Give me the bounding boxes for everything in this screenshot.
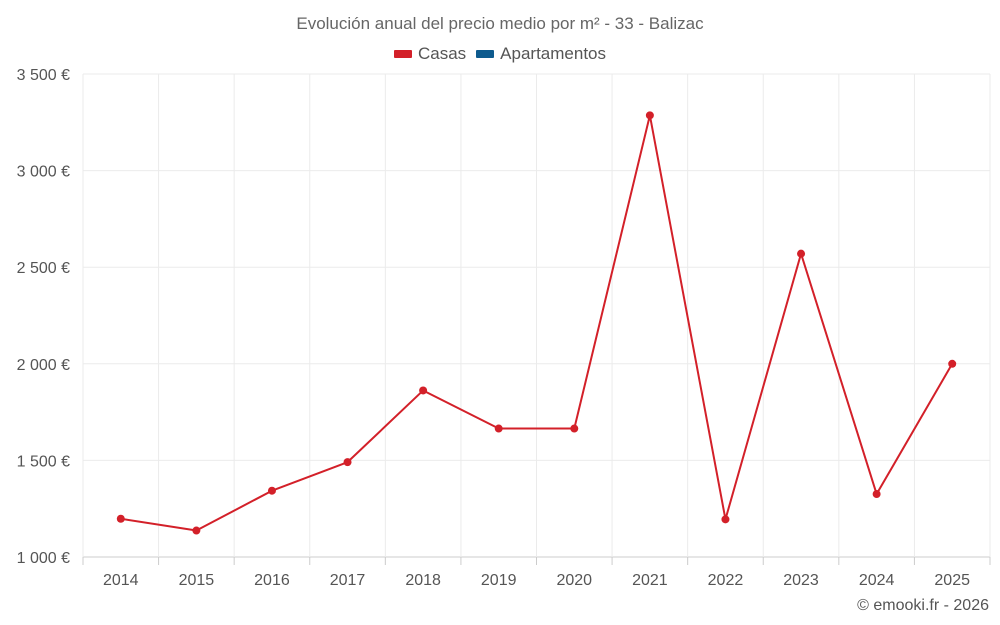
data-point [267, 486, 276, 495]
legend-label-apartamentos: Apartamentos [500, 44, 607, 63]
data-point [721, 515, 730, 524]
legend-swatch-apartamentos [476, 50, 495, 58]
data-point [419, 386, 428, 395]
data-point [645, 111, 654, 120]
x-tick-label: 2020 [556, 572, 592, 589]
credit-text: © emooki.fr - 2026 [857, 597, 989, 614]
data-point [570, 424, 579, 433]
x-tick-label: 2025 [934, 572, 970, 589]
x-tick-label: 2019 [481, 572, 517, 589]
data-point [116, 514, 125, 523]
x-tick-label: 2018 [405, 572, 441, 589]
legend-item-apartamentos[interactable]: Apartamentos [476, 44, 606, 64]
x-tick-label: 2024 [859, 572, 895, 589]
legend-item-casas[interactable]: Casas [393, 44, 467, 64]
x-tick-label: 2015 [179, 572, 215, 589]
data-point [494, 424, 503, 433]
data-point [948, 359, 957, 368]
data-point [343, 458, 352, 467]
y-tick-label: 1 000 € [17, 550, 70, 567]
x-tick-label: 2017 [330, 572, 366, 589]
data-point [192, 526, 201, 535]
x-tick-label: 2023 [783, 572, 819, 589]
legend-swatch-casas [393, 50, 412, 58]
y-tick-label: 3 000 € [17, 164, 70, 181]
y-tick-label: 2 500 € [17, 260, 70, 277]
y-tick-label: 1 500 € [17, 453, 70, 470]
x-tick-label: 2021 [632, 572, 668, 589]
x-tick-label: 2016 [254, 572, 290, 589]
legend: Casas Apartamentos [0, 44, 1000, 64]
x-tick-label: 2022 [708, 572, 744, 589]
series-line-casas [120, 114, 954, 532]
data-point [797, 249, 806, 258]
data-point [872, 490, 881, 499]
y-tick-label: 2 000 € [17, 357, 70, 374]
x-tick-label: 2014 [103, 572, 139, 589]
legend-label-casas: Casas [417, 44, 467, 63]
chart-title: Evolución anual del precio medio por m² … [296, 14, 704, 33]
y-tick-label: 3 500 € [17, 67, 70, 84]
